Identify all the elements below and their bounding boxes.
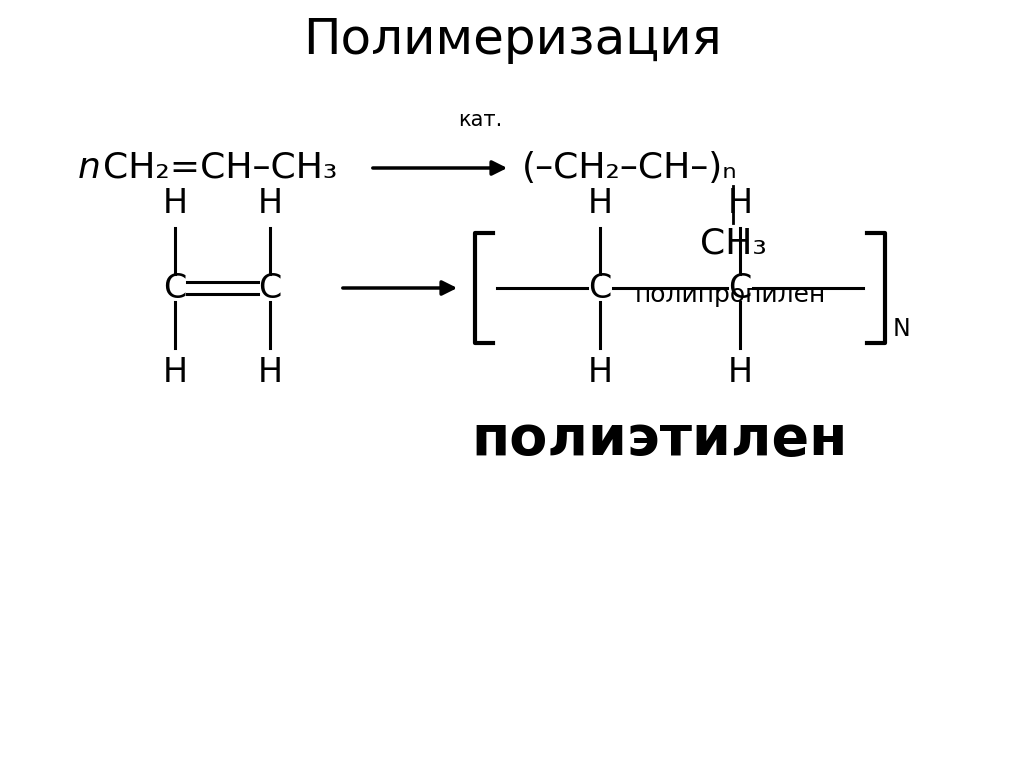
Text: H: H bbox=[588, 356, 612, 389]
Text: Полимеризация: Полимеризация bbox=[303, 16, 721, 64]
Text: H: H bbox=[163, 187, 187, 220]
Text: полипропилен: полипропилен bbox=[635, 283, 825, 307]
Text: CH₃: CH₃ bbox=[699, 226, 766, 260]
Text: H: H bbox=[727, 187, 753, 220]
Text: H: H bbox=[727, 356, 753, 389]
Text: C: C bbox=[258, 272, 282, 304]
Text: C: C bbox=[164, 272, 186, 304]
Text: CH₂=CH–CH₃: CH₂=CH–CH₃ bbox=[103, 151, 337, 185]
Text: H: H bbox=[257, 356, 283, 389]
Text: H: H bbox=[588, 187, 612, 220]
Text: H: H bbox=[257, 187, 283, 220]
Text: кат.: кат. bbox=[458, 110, 502, 130]
Text: C: C bbox=[728, 272, 752, 304]
Text: C: C bbox=[589, 272, 611, 304]
Text: полиэтилен: полиэтилен bbox=[472, 413, 848, 467]
Text: n: n bbox=[78, 151, 101, 185]
Text: (–CH₂–CH–)ₙ: (–CH₂–CH–)ₙ bbox=[522, 151, 737, 185]
Text: H: H bbox=[163, 356, 187, 389]
Text: N: N bbox=[893, 317, 910, 341]
